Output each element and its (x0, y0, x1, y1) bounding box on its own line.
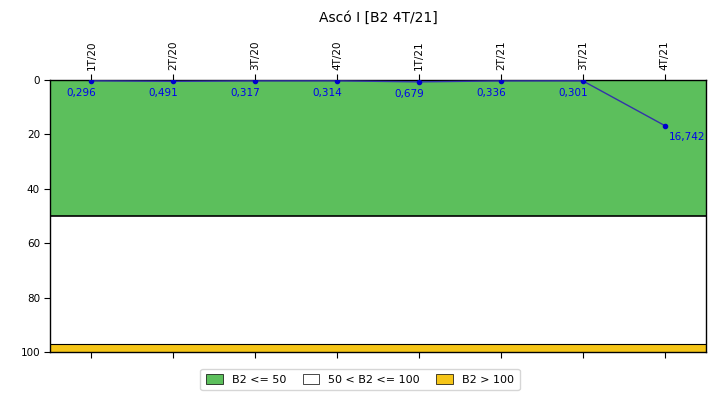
Text: 0,491: 0,491 (149, 88, 179, 98)
Legend: B2 <= 50, 50 < B2 <= 100, B2 > 100: B2 <= 50, 50 < B2 <= 100, B2 > 100 (200, 368, 520, 390)
Text: 0,296: 0,296 (67, 88, 96, 98)
Bar (50, 216, 706, 344)
Text: 0,317: 0,317 (230, 88, 261, 98)
Title: Ascó I [B2 4T/21]: Ascó I [B2 4T/21] (319, 11, 437, 25)
Text: 0,314: 0,314 (312, 88, 342, 98)
Bar (50, 80, 706, 216)
Text: 0,679: 0,679 (395, 89, 424, 99)
Text: 0,301: 0,301 (558, 88, 588, 98)
Text: 16,742: 16,742 (669, 132, 706, 142)
Text: 0,336: 0,336 (477, 88, 506, 98)
Bar (50, 344, 706, 352)
